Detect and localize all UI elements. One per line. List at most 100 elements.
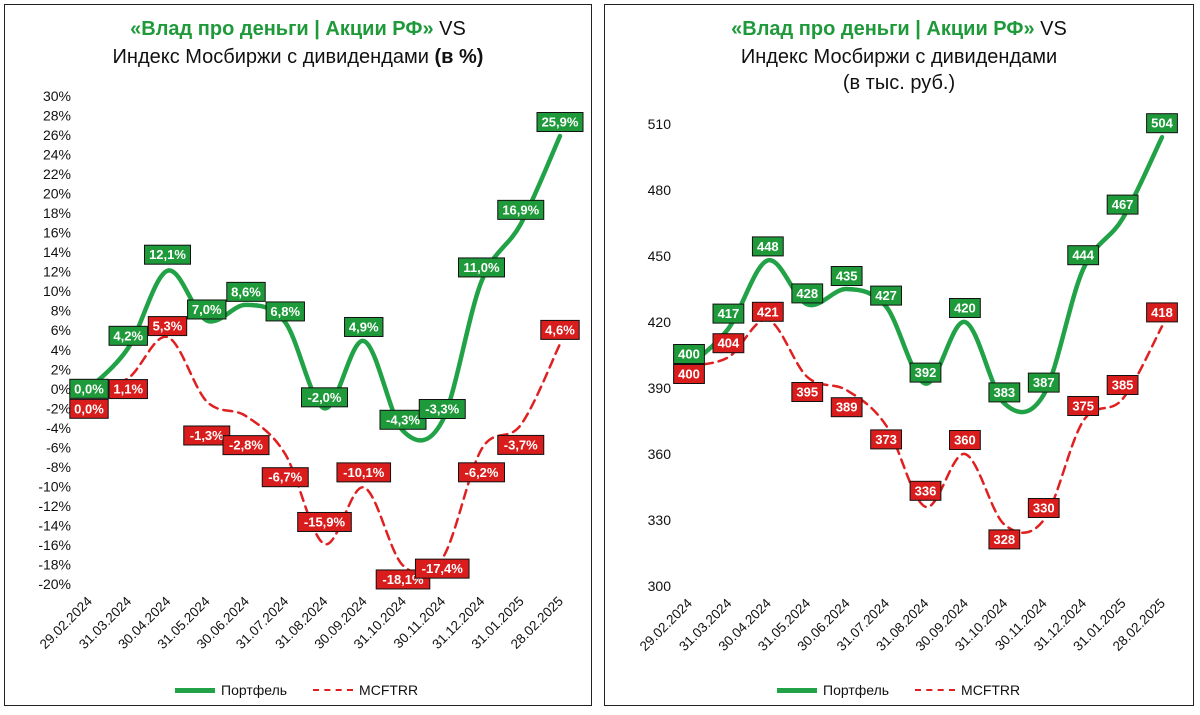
data-label-mcftrr: -1,3% bbox=[190, 428, 224, 443]
data-label-box-mcftrr bbox=[909, 480, 942, 501]
data-label-mcftrr: 5,3% bbox=[153, 319, 183, 334]
y-tick-label: 10% bbox=[43, 283, 71, 299]
data-label-box-portfolio bbox=[1106, 194, 1139, 215]
chart-canvas-rub: 30033036039042045048051029.02.202431.03.… bbox=[637, 113, 1178, 654]
data-label-portfolio: 467 bbox=[1112, 197, 1134, 212]
chart-title-vs: VS bbox=[433, 18, 466, 40]
chart-panel-percent: «Влад про деньги | Акции РФ» VS Индекс М… bbox=[4, 4, 592, 706]
y-tick-label: 16% bbox=[43, 225, 71, 241]
data-label-mcftrr: -18,1% bbox=[382, 572, 424, 587]
data-label-box-mcftrr bbox=[222, 435, 270, 456]
data-label-box-mcftrr bbox=[147, 316, 188, 337]
data-label-mcftrr: 404 bbox=[718, 336, 740, 351]
y-tick-label: 420 bbox=[648, 314, 672, 330]
chart-title-vs: VS bbox=[1034, 18, 1067, 40]
data-label-box-mcftrr bbox=[108, 379, 148, 400]
data-label-box-mcftrr bbox=[988, 529, 1021, 550]
data-label-box-mcftrr bbox=[1067, 396, 1100, 416]
data-label-portfolio: 4,9% bbox=[349, 319, 379, 334]
legend-item-portfolio: Портфель bbox=[777, 682, 889, 698]
y-tick-label: -10% bbox=[38, 478, 71, 494]
data-label-portfolio: 4,2% bbox=[113, 328, 143, 343]
data-label-portfolio: 435 bbox=[836, 269, 858, 284]
y-tick-label: 18% bbox=[43, 205, 71, 221]
y-tick-label: -6% bbox=[46, 439, 71, 455]
y-tick-label: 330 bbox=[648, 512, 672, 528]
data-label-box-mcftrr bbox=[297, 511, 352, 532]
y-tick-label: 8% bbox=[51, 303, 71, 319]
y-tick-label: -16% bbox=[38, 537, 71, 553]
data-label-mcftrr: -3,7% bbox=[504, 437, 538, 452]
chart-title-unit: (в тыс. руб.) bbox=[842, 72, 956, 94]
data-label-portfolio: 444 bbox=[1072, 248, 1094, 263]
data-label-portfolio: 6,8% bbox=[270, 304, 300, 319]
data-label-box-portfolio bbox=[344, 316, 384, 337]
data-label-box-portfolio bbox=[1146, 113, 1178, 134]
series-line-mcftrr bbox=[687, 318, 1164, 535]
data-label-mcftrr: 360 bbox=[954, 433, 976, 448]
y-tick-label: 26% bbox=[43, 127, 71, 143]
chart-title-line1: «Влад про деньги | Акции РФ» VS bbox=[605, 17, 1193, 42]
data-label-box-mcftrr bbox=[540, 319, 580, 340]
y-tick-label: 12% bbox=[43, 264, 71, 280]
y-tick-label: 480 bbox=[648, 182, 672, 198]
data-label-mcftrr: -17,4% bbox=[422, 561, 464, 576]
data-label-box-mcftrr bbox=[69, 398, 109, 419]
data-label-portfolio: 400 bbox=[678, 347, 700, 362]
series-line-mcftrr bbox=[87, 335, 562, 575]
legend-swatch-portfolio bbox=[175, 687, 215, 693]
data-label-portfolio: -4,3% bbox=[386, 412, 420, 427]
y-tick-label: -4% bbox=[46, 420, 71, 436]
y-tick-label: 360 bbox=[648, 446, 672, 462]
data-label-mcftrr: 375 bbox=[1072, 399, 1094, 414]
data-label-portfolio: 25,9% bbox=[542, 115, 579, 130]
data-label-box-portfolio bbox=[301, 387, 348, 408]
y-tick-label: 450 bbox=[648, 248, 672, 264]
data-label-box-mcftrr bbox=[830, 397, 863, 418]
data-label-portfolio: -3,3% bbox=[425, 402, 459, 417]
data-label-box-portfolio bbox=[497, 199, 545, 220]
y-tick-label: -14% bbox=[38, 517, 71, 533]
data-label-box-portfolio bbox=[226, 281, 266, 302]
data-label-box-portfolio bbox=[673, 344, 705, 364]
data-label-box-portfolio bbox=[418, 399, 466, 420]
data-label-portfolio: 0,0% bbox=[74, 381, 104, 396]
chart-title-line2: Индекс Мосбиржи с дивидендами (в %) bbox=[5, 45, 591, 70]
data-label-box-portfolio bbox=[144, 244, 191, 265]
data-label-box-mcftrr bbox=[497, 434, 545, 455]
data-label-box-mcftrr bbox=[1106, 375, 1139, 395]
data-label-box-portfolio bbox=[712, 303, 745, 324]
data-label-portfolio: 387 bbox=[1033, 375, 1055, 390]
data-label-box-mcftrr bbox=[336, 462, 392, 483]
data-label-portfolio: 417 bbox=[718, 306, 740, 321]
chart-title-brand: «Влад про деньги | Акции РФ» bbox=[731, 18, 1035, 40]
data-label-box-portfolio bbox=[187, 299, 227, 320]
chart-title-line3: (в тыс. руб.) bbox=[605, 71, 1193, 96]
data-label-portfolio: 11,0% bbox=[463, 260, 500, 275]
data-label-mcftrr: 4,6% bbox=[545, 322, 575, 337]
legend-swatch-index bbox=[915, 689, 956, 691]
y-tick-label: 20% bbox=[43, 186, 71, 202]
chart-title-line1: «Влад про деньги | Акции РФ» VS bbox=[5, 17, 591, 42]
chart-title-subtitle: Индекс Мосбиржи с дивидендами bbox=[740, 46, 1058, 68]
data-label-box-portfolio bbox=[69, 378, 109, 399]
data-label-box-mcftrr bbox=[751, 301, 784, 322]
data-label-box-portfolio bbox=[1027, 372, 1060, 393]
legend-item-index: MCFTRR bbox=[915, 682, 1020, 698]
chart-title-line2: Индекс Мосбиржи с дивидендами bbox=[605, 45, 1193, 70]
legend-label-index: MCFTRR bbox=[359, 682, 419, 698]
data-label-box-mcftrr bbox=[261, 467, 309, 488]
data-label-box-mcftrr bbox=[458, 462, 505, 483]
legend-label-index: MCFTRR bbox=[961, 682, 1021, 698]
legend-label-portfolio: Портфель bbox=[823, 682, 890, 698]
data-label-mcftrr: 336 bbox=[915, 483, 937, 498]
chart-canvas-percent: -20% -18% -16% -14% -12% -10% -8% -6% -4% -2% 0% 2%… bbox=[37, 88, 584, 652]
data-label-mcftrr: 385 bbox=[1112, 378, 1134, 393]
data-label-portfolio: 427 bbox=[875, 288, 897, 303]
y-tick-label: -8% bbox=[46, 459, 71, 475]
chart-title-subtitle: Индекс Мосбиржи с дивидендами bbox=[112, 46, 435, 68]
data-label-portfolio: 420 bbox=[954, 301, 976, 316]
y-tick-label: 14% bbox=[43, 244, 71, 260]
data-label-mcftrr: 0,0% bbox=[74, 401, 104, 416]
legend-swatch-index bbox=[313, 689, 354, 691]
